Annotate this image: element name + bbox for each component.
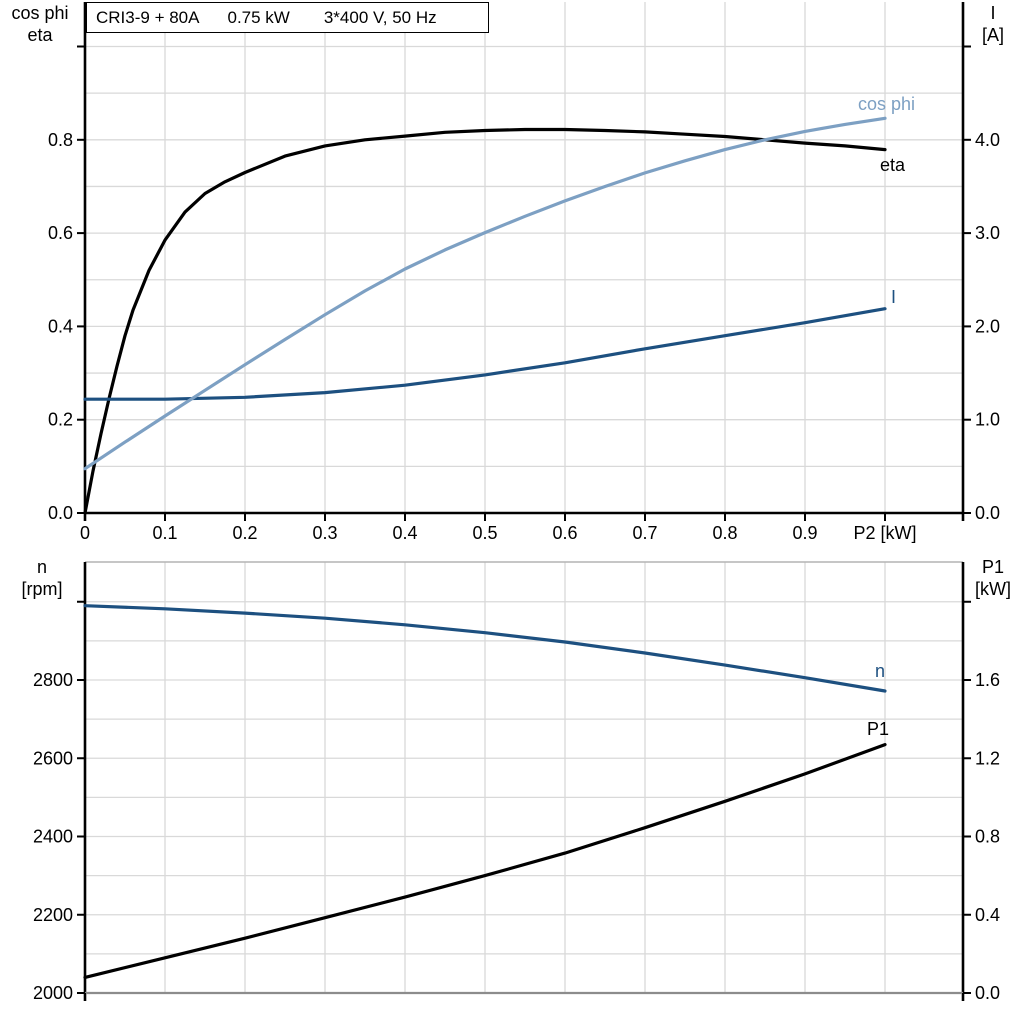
axis-title-current: I: [990, 3, 996, 23]
rated-power-label: 0.75 kW: [227, 7, 290, 27]
gridlines: [85, 2, 963, 513]
current-I-curve: [83, 307, 887, 401]
y-left-tick-label: 2800: [33, 670, 73, 690]
x-tick-label: 0.9: [792, 523, 817, 543]
top-chart-right-axis-title: I [A]: [964, 2, 1022, 46]
y-left-tick-label: 2600: [33, 748, 73, 768]
y-left-tick-label: 0.4: [48, 316, 73, 336]
cos-phi-curve: [83, 116, 887, 471]
x-tick-label: 0.7: [632, 523, 657, 543]
tick-labels: 2000 2200 2400 2600 2800 0.0 0.4 0.8 1.2 1.6: [33, 670, 1000, 1003]
pump-model-label: CRI3-9 + 80A: [96, 7, 200, 27]
x-tick-label: 0.3: [312, 523, 337, 543]
axis-ticks: [77, 45, 971, 521]
supply-label: 3*400 V, 50 Hz: [323, 7, 437, 27]
y-right-tick-label: 3.0: [975, 223, 1000, 243]
bottom-chart-speed-power: 2000 2200 2400 2600 2800 0.0 0.4 0.8 1.2 1.6 P1 n: [33, 561, 1000, 1003]
eta-curve: [83, 127, 887, 515]
axis-title-eta: eta: [27, 25, 53, 45]
x-tick-label: 0.6: [552, 523, 577, 543]
x-tick-label: 0: [80, 523, 90, 543]
top-chart-left-axis-title: cos phi eta: [0, 2, 80, 46]
y-right-tick-label: 1.2: [975, 748, 1000, 768]
speed-n-curve-label: n: [875, 661, 885, 681]
y-left-tick-label: 2000: [33, 983, 73, 1003]
gridlines: [85, 562, 963, 993]
y-left-tick-label: 0.6: [48, 223, 73, 243]
x-tick-label: 0.8: [712, 523, 737, 543]
speed-n-curve: [83, 604, 887, 693]
axis-title-speed: n: [36, 557, 47, 577]
y-left-tick-label: 2200: [33, 905, 73, 925]
axis-title-input-power: P1: [981, 557, 1005, 577]
y-right-tick-label: 0.0: [975, 983, 1000, 1003]
chart-title-box: CRI3-9 + 80A 0.75 kW 3*400 V, 50 Hz: [86, 2, 489, 33]
input-power-P1-curve-label: P1: [867, 719, 889, 739]
x-tick-label: 0.2: [232, 523, 257, 543]
axis-title-speed-unit: [rpm]: [21, 579, 63, 599]
y-right-tick-label: 4.0: [975, 130, 1000, 150]
axis-ticks: [77, 600, 971, 1001]
y-right-tick-label: 0.4: [975, 905, 1000, 925]
x-tick-label: 0.5: [472, 523, 497, 543]
bottom-chart-right-axis-title: P1 [kW]: [964, 556, 1022, 600]
y-left-tick-label: 0.8: [48, 130, 73, 150]
axis-title-input-power-unit: [kW]: [975, 579, 1011, 599]
y-right-tick-label: 0.8: [975, 827, 1000, 847]
y-right-tick-label: 1.0: [975, 410, 1000, 430]
axis-title-cos-phi: cos phi: [11, 3, 69, 23]
current-I-curve-label: I: [891, 287, 896, 307]
y-left-tick-label: 0.0: [48, 503, 73, 523]
y-left-tick-label: 0.2: [48, 410, 73, 430]
y-right-tick-label: 0.0: [975, 503, 1000, 523]
bottom-chart-left-axis-title: n [rpm]: [6, 556, 78, 600]
x-tick-label: 0.1: [152, 523, 177, 543]
cos-phi-curve-label: cos phi: [858, 94, 915, 114]
y-right-tick-label: 2.0: [975, 316, 1000, 336]
x-axis-unit-label: P2 [kW]: [853, 523, 916, 543]
tick-labels: 0.0 0.2 0.4 0.6 0.8 0.0 1.0 2.0 3.0 4.0 0 0.1 0.2 0.3…: [48, 130, 1000, 543]
x-tick-label: 0.4: [392, 523, 417, 543]
eta-curve-label: eta: [880, 155, 906, 175]
input-power-P1-curve: [83, 742, 887, 980]
axis-title-current-unit: [A]: [981, 25, 1004, 45]
y-left-tick-label: 2400: [33, 827, 73, 847]
top-chart-cosphi-eta-current: 0.0 0.2 0.4 0.6 0.8 0.0 1.0 2.0 3.0 4.0 0 0.1 0.2 0.3…: [48, 2, 1000, 543]
y-right-tick-label: 1.6: [975, 670, 1000, 690]
